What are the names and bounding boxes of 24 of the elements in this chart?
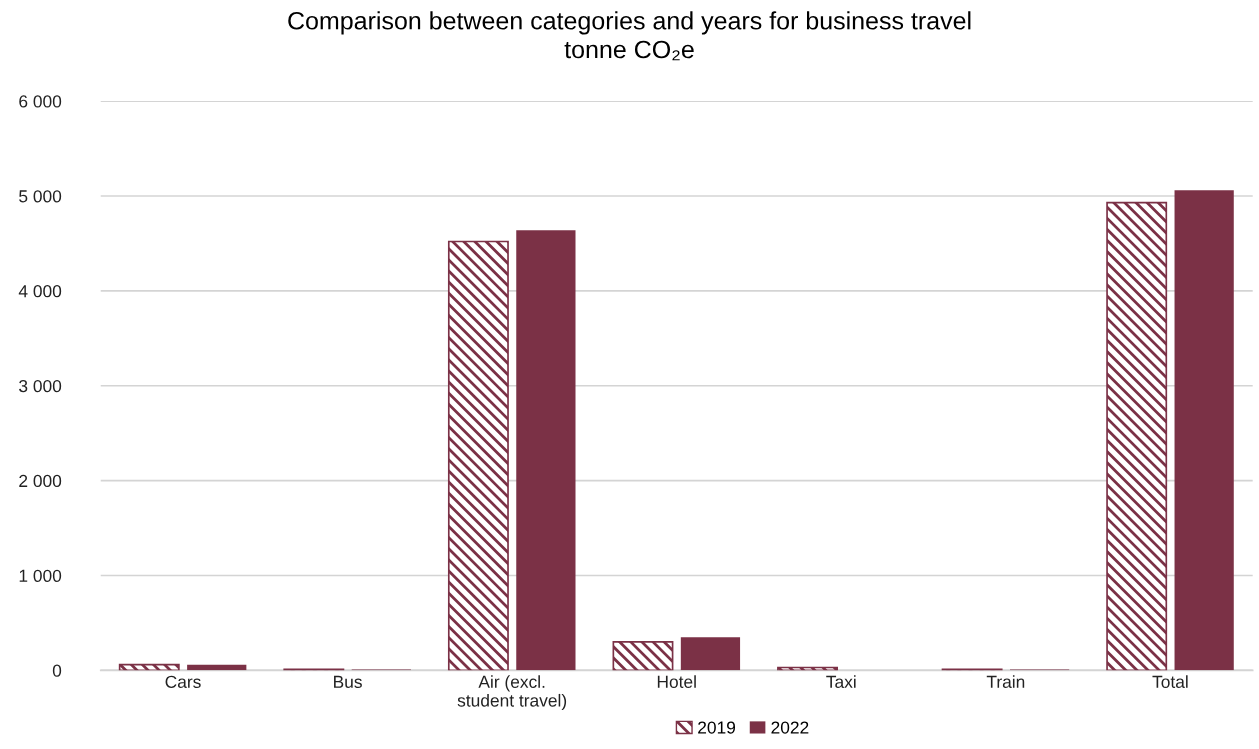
legend-label: 2019 xyxy=(698,721,736,734)
y-tick-label: 5 000 xyxy=(19,190,62,203)
x-tick-label: Train xyxy=(986,675,1025,688)
y-tick-label: 2 000 xyxy=(19,474,62,488)
x-tick-label: Taxi xyxy=(826,675,856,688)
y-tick-label: 0 xyxy=(52,664,62,677)
x-tick-label: Hotel xyxy=(657,675,696,688)
x-tick-label: Bus xyxy=(334,675,362,688)
bar xyxy=(680,637,741,671)
bar xyxy=(612,641,674,671)
y-tick-label: 6 000 xyxy=(19,95,62,108)
bar xyxy=(516,230,576,671)
x-tick-label: Cars xyxy=(165,675,201,688)
chart-title: Comparison between categories and years for business travel tonne CO₂e xyxy=(288,11,971,61)
y-tick-label: 4 000 xyxy=(18,285,62,298)
y-tick-label: 3 000 xyxy=(19,379,62,393)
bar xyxy=(1174,190,1234,671)
bar xyxy=(118,663,180,671)
y-tick-label: 1 000 xyxy=(19,569,62,582)
legend-label: 2022 xyxy=(771,721,809,734)
bar xyxy=(1106,201,1168,671)
x-tick-label: Air (excl. student travel) xyxy=(457,675,567,711)
bar xyxy=(447,240,509,671)
x-tick-label: Total xyxy=(1152,675,1188,688)
